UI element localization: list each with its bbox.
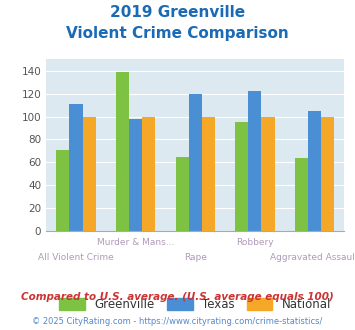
Bar <box>176 157 189 231</box>
Text: Compared to U.S. average. (U.S. average equals 100): Compared to U.S. average. (U.S. average … <box>21 292 334 302</box>
Bar <box>248 91 261 231</box>
Bar <box>142 116 155 231</box>
Bar <box>70 104 82 231</box>
Bar <box>82 116 95 231</box>
Legend: Greenville, Texas, National: Greenville, Texas, National <box>54 293 336 316</box>
Bar <box>202 116 215 231</box>
Bar <box>321 116 334 231</box>
Bar <box>308 111 321 231</box>
Bar <box>129 119 142 231</box>
Text: © 2025 CityRating.com - https://www.cityrating.com/crime-statistics/: © 2025 CityRating.com - https://www.city… <box>32 317 323 326</box>
Bar <box>295 158 308 231</box>
Text: Violent Crime Comparison: Violent Crime Comparison <box>66 26 289 41</box>
Text: All Violent Crime: All Violent Crime <box>38 253 114 262</box>
Bar <box>189 94 202 231</box>
Bar <box>235 122 248 231</box>
Text: Robbery: Robbery <box>236 238 274 247</box>
Bar <box>261 116 274 231</box>
Text: Rape: Rape <box>184 253 207 262</box>
Bar <box>116 72 129 231</box>
Text: 2019 Greenville: 2019 Greenville <box>110 5 245 20</box>
Text: Murder & Mans...: Murder & Mans... <box>97 238 174 247</box>
Bar <box>56 150 70 231</box>
Text: Aggravated Assault: Aggravated Assault <box>270 253 355 262</box>
